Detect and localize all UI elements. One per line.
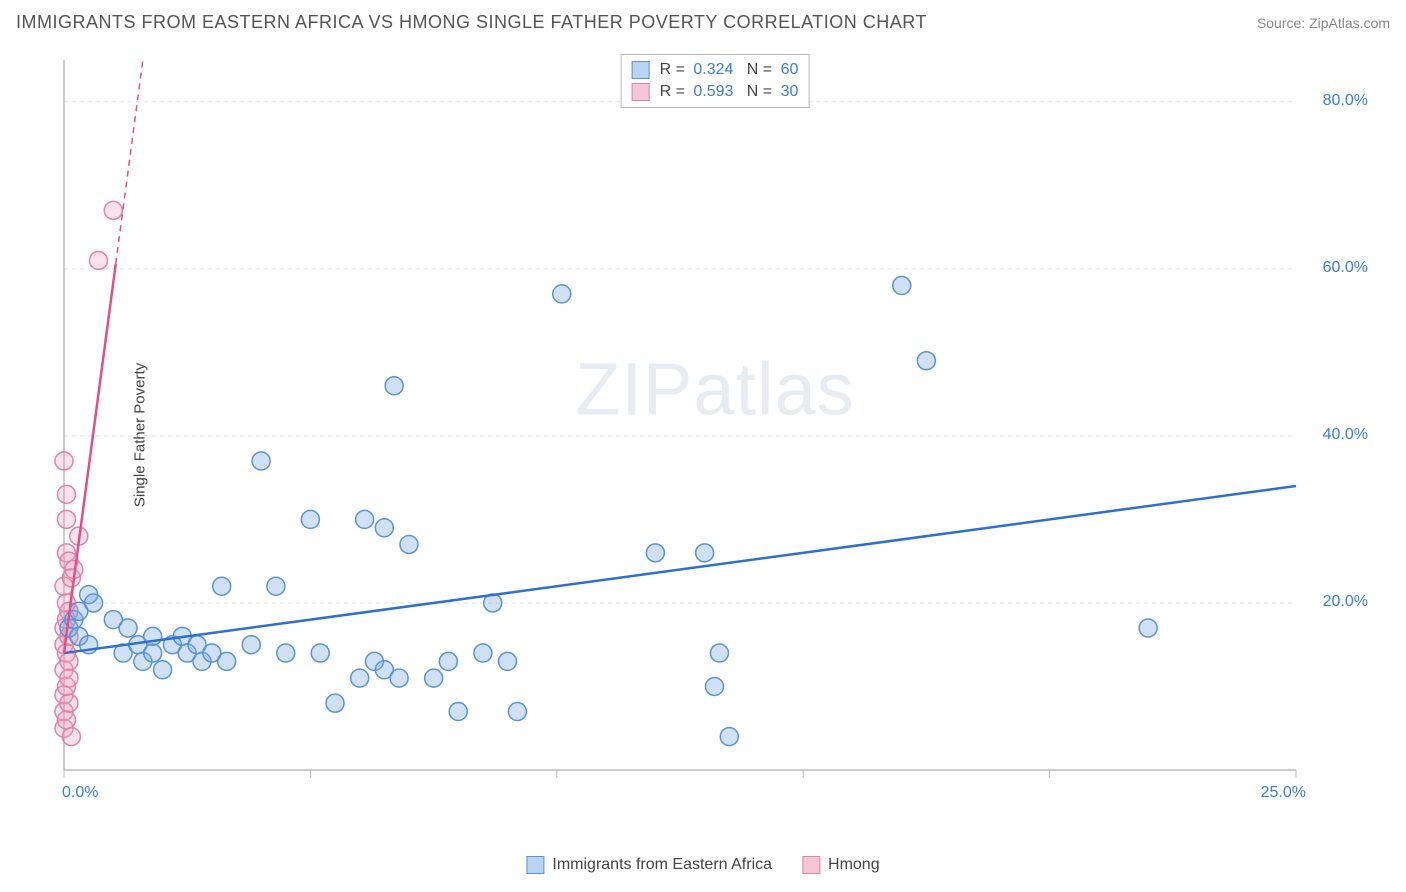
legend-stat-text: R = 0.593 N = 30 bbox=[660, 83, 799, 101]
y-tick-label: 60.0% bbox=[1308, 259, 1368, 277]
legend-label: Hmong bbox=[828, 856, 880, 874]
x-tick-label: 25.0% bbox=[1246, 784, 1306, 802]
plot-area: Single Father Poverty ZIPatlas R = 0.324… bbox=[54, 50, 1376, 820]
legend-stat-row: R = 0.324 N = 60 bbox=[632, 59, 799, 81]
chart-title: IMMIGRANTS FROM EASTERN AFRICA VS HMONG … bbox=[16, 12, 927, 33]
legend-label: Immigrants from Eastern Africa bbox=[552, 856, 772, 874]
legend-swatch bbox=[632, 83, 650, 101]
legend-swatch bbox=[526, 856, 544, 874]
legend-item: Immigrants from Eastern Africa bbox=[526, 856, 772, 874]
legend-stat-text: R = 0.324 N = 60 bbox=[660, 61, 799, 79]
legend-swatch bbox=[632, 61, 650, 79]
x-tick-label: 0.0% bbox=[62, 784, 98, 802]
legend-stat-row: R = 0.593 N = 30 bbox=[632, 81, 799, 103]
source-label: Source: ZipAtlas.com bbox=[1257, 15, 1390, 31]
legend-stats: R = 0.324 N = 60 R = 0.593 N = 30 bbox=[621, 54, 810, 108]
legend-item: Hmong bbox=[802, 856, 880, 874]
legend-series: Immigrants from Eastern Africa Hmong bbox=[526, 856, 879, 874]
y-tick-label: 20.0% bbox=[1308, 593, 1368, 611]
legend-swatch bbox=[802, 856, 820, 874]
scatter-chart bbox=[54, 50, 1376, 820]
y-tick-label: 40.0% bbox=[1308, 426, 1368, 444]
y-tick-label: 80.0% bbox=[1308, 92, 1368, 110]
